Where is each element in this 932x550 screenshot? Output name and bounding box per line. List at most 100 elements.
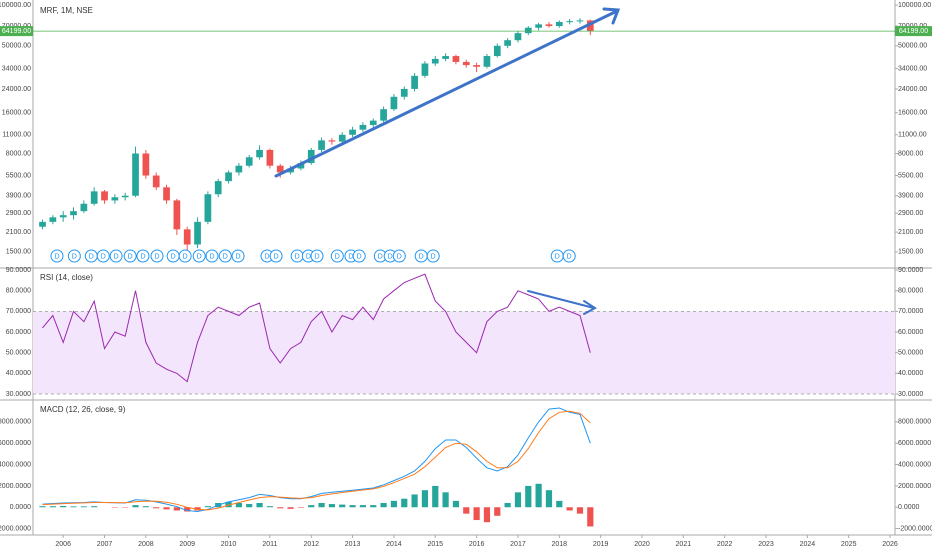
dividend-label: D <box>397 253 402 260</box>
histogram-bar <box>194 507 201 511</box>
y-tick-label: 2900.00 <box>6 210 31 217</box>
candle-body <box>524 27 532 34</box>
y-tick-label: 5500.00 <box>898 172 923 179</box>
x-tick-label: 2007 <box>97 541 113 548</box>
histogram-bar <box>49 506 56 508</box>
y-tick-label: 90.0000 <box>6 267 31 274</box>
dividend-label: D <box>378 253 383 260</box>
histogram-bar <box>70 506 77 508</box>
candle-body <box>586 20 594 32</box>
last-price-box <box>895 26 932 37</box>
x-tick-label: 2020 <box>634 541 650 548</box>
histogram-bar <box>587 507 594 527</box>
candle-body <box>493 45 501 57</box>
histogram-bar <box>483 507 491 523</box>
candle-body <box>369 120 377 125</box>
y-tick-label: 0.0000 <box>10 504 32 511</box>
dividend-marker <box>178 249 192 263</box>
x-tick-label: 2012 <box>303 541 319 548</box>
y-tick-label: 50000.00 <box>2 43 31 50</box>
y-tick-label: 1500.00 <box>898 249 923 256</box>
candle-body <box>318 140 325 150</box>
x-tick-label: 2014 <box>386 541 402 548</box>
drawings <box>274 7 621 315</box>
histogram-bar <box>576 507 584 514</box>
dividend-label: D <box>314 253 319 260</box>
x-tick-label: 2024 <box>800 541 816 548</box>
dividend-marker <box>150 249 164 263</box>
dividend-label: D <box>274 253 279 260</box>
dividend-marker <box>330 249 344 263</box>
dividend-marker <box>192 249 206 263</box>
dividend-marker <box>269 249 283 263</box>
candle-body <box>39 221 46 227</box>
candle-body <box>121 195 129 198</box>
rsi-band <box>33 311 895 395</box>
y-tick-label: 24000.00 <box>2 86 31 93</box>
rsi-title: RSI (14, close) <box>40 273 93 282</box>
candle-body <box>194 221 201 245</box>
y-tick-label: 4000.0000 <box>0 461 31 468</box>
histogram-bar <box>235 502 242 508</box>
y-tick-label: 5500.00 <box>6 172 31 179</box>
y-tick-label: 2000.0000 <box>898 483 931 490</box>
y-tick-label: 34000.00 <box>898 65 927 72</box>
candle-body <box>390 96 398 110</box>
histogram-bar <box>153 507 160 509</box>
dividend-label: D <box>114 253 119 260</box>
x-tick-label: 2006 <box>55 541 71 548</box>
dividend-label: D <box>223 253 228 260</box>
y-tick-label: -2000.0000 <box>0 525 31 532</box>
histogram-bar <box>349 505 356 508</box>
arrow-head <box>583 300 597 315</box>
y-tick-label: 2900.00 <box>898 210 923 217</box>
dividend-label: D <box>154 253 159 260</box>
dividend-label: D <box>295 253 300 260</box>
x-tick-label: 2015 <box>427 541 443 548</box>
dividend-label: D <box>89 253 94 260</box>
y-tick-label: 8000.00 <box>6 150 31 157</box>
y-tick-label: 40.0000 <box>898 370 923 377</box>
dividend-label: D <box>388 253 393 260</box>
histogram-bar <box>390 500 398 508</box>
histogram-bar <box>163 507 170 510</box>
dividend-label: D <box>555 253 560 260</box>
candle-body <box>514 33 522 41</box>
candle-body <box>183 229 191 245</box>
frame <box>0 0 932 536</box>
x-tick-label: 2011 <box>262 541 277 548</box>
x-tick-label: 2023 <box>758 541 774 548</box>
dividend-label: D <box>431 253 436 260</box>
dividend-label: D <box>171 253 176 260</box>
dividend-marker <box>352 249 366 263</box>
dividend-label: D <box>72 253 77 260</box>
histogram-bar <box>328 504 336 508</box>
x-tick-label: 2021 <box>676 541 692 548</box>
x-tick-label: 2008 <box>138 541 154 548</box>
histogram-bar <box>173 507 180 511</box>
y-tick-label: 50.0000 <box>6 350 31 357</box>
y-tick-label: 50.0000 <box>898 350 923 357</box>
dividend-marker <box>67 249 81 263</box>
dividend-marker <box>123 249 137 263</box>
candle-body <box>338 134 346 142</box>
y-tick-label: 16000.00 <box>898 110 927 117</box>
y-tick-label: 2100.00 <box>898 229 923 236</box>
y-tick-label: 6000.0000 <box>898 440 931 447</box>
histogram-bar <box>494 507 501 516</box>
histogram-bar <box>287 507 294 509</box>
candle-body <box>400 88 408 97</box>
dividend-marker <box>231 249 245 263</box>
histogram-bar <box>545 490 553 508</box>
x-tick-label: 2025 <box>841 541 857 548</box>
y-tick-label: 30.0000 <box>6 391 31 398</box>
dividend-label: D <box>197 253 202 260</box>
y-tick-label: 16000.00 <box>2 110 31 117</box>
y-tick-label: 6000.0000 <box>0 440 31 447</box>
x-tick-label: 2018 <box>552 541 568 548</box>
candle-body <box>535 24 542 28</box>
candle-body <box>245 157 253 166</box>
x-tick-label: 2019 <box>593 541 609 548</box>
candle-body <box>452 56 460 62</box>
y-tick-label: 70.0000 <box>6 308 31 315</box>
